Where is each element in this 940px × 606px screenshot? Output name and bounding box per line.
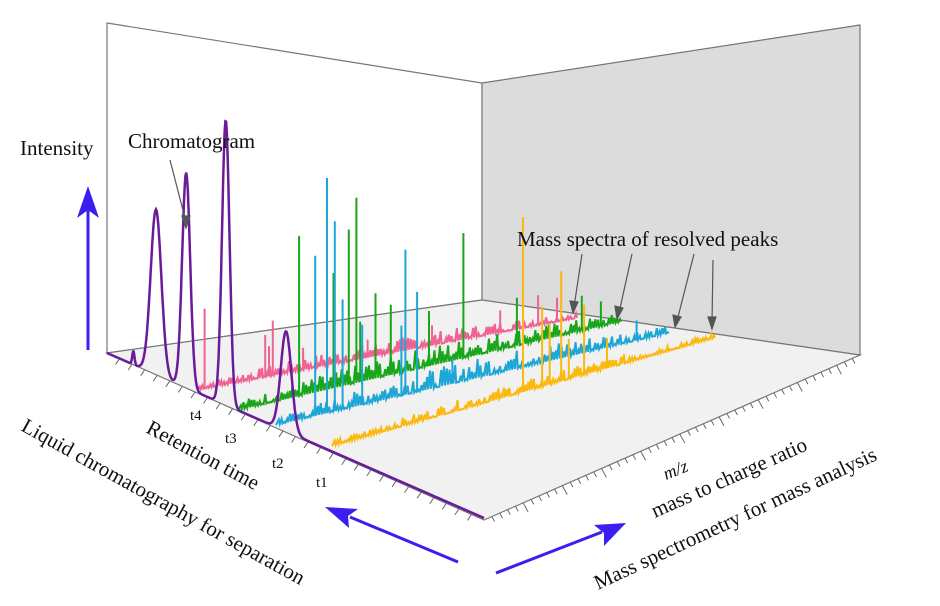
rt-tick-mark <box>429 497 435 505</box>
lc-direction-arrow <box>325 507 459 564</box>
rt-tick-mark <box>240 413 246 421</box>
mz-tick-mark <box>671 437 676 443</box>
mass-spectrum-t1 <box>331 217 716 449</box>
rt-tick-mark <box>379 475 384 482</box>
rt-tick-mark <box>341 458 347 466</box>
mz-tick-mark <box>757 399 764 409</box>
mz-tick-mark <box>710 420 715 426</box>
mz-axis-ticks <box>491 358 856 522</box>
mz-tick-mark <box>530 499 535 505</box>
mz-tick-mark <box>702 423 707 429</box>
mz-tick-mark <box>663 440 668 447</box>
mz-tick-mark <box>742 406 746 412</box>
retention-time-axis-ticks <box>115 358 472 521</box>
rt-tick-mark <box>391 480 397 488</box>
mz-tick-mark <box>491 516 496 522</box>
mz-tick-mark <box>687 430 691 436</box>
mz-tick-mark <box>718 416 725 427</box>
mz-tick-mark <box>812 375 817 381</box>
mz-tick-mark <box>499 512 503 519</box>
mz-tick-mark <box>655 444 660 450</box>
mz-tick-mark <box>507 509 511 515</box>
mass-spectrum-t3 <box>237 197 622 414</box>
rt-tick-mark <box>203 397 208 404</box>
mz-tick-mark <box>616 461 621 467</box>
mz-tick-mark <box>836 365 842 375</box>
time-tick-t3: t3 <box>225 431 237 447</box>
mz-tick-mark <box>514 506 519 512</box>
time-tick-t4: t4 <box>190 408 202 424</box>
mass-spectra-label: Mass spectra of resolved peaks <box>517 227 778 251</box>
rt-tick-mark <box>127 363 133 371</box>
mass-spectrum-t4 <box>196 295 578 393</box>
rt-tick-mark <box>291 436 296 443</box>
rt-tick-mark <box>215 402 221 410</box>
time-tick-t1: t1 <box>316 475 328 491</box>
mz-tick-mark <box>679 433 686 444</box>
mz-tick-mark <box>624 457 629 464</box>
mz-tick-mark <box>820 371 825 378</box>
rt-tick-mark <box>454 508 460 516</box>
mz-tick-mark <box>828 368 832 374</box>
mz-tick-mark <box>843 361 848 368</box>
mz-tick-mark <box>648 447 652 454</box>
mz-tick-mark <box>765 396 770 402</box>
chromatogram-trace <box>106 119 485 520</box>
mz-tick-mark <box>695 426 699 433</box>
mass-spectrum-t2 <box>275 178 670 428</box>
rt-tick-mark <box>416 491 422 499</box>
rt-tick-mark <box>140 369 146 376</box>
mz-tick-mark <box>773 392 778 399</box>
mz-tick-mark <box>781 389 785 395</box>
mz-tick-mark <box>546 492 550 498</box>
mz-tick-mark <box>632 454 637 460</box>
rt-tick-mark <box>228 408 234 415</box>
rt-tick-mark <box>467 514 472 521</box>
intensity-arrow <box>77 186 99 350</box>
rt-tick-mark <box>366 469 372 477</box>
ms-direction-arrow <box>495 523 626 575</box>
rt-tick-mark <box>278 430 284 438</box>
mz-tick-mark <box>851 358 856 364</box>
mz-tick-mark <box>522 502 529 513</box>
mz-tick-mark <box>577 478 582 484</box>
mz-tick-mark <box>538 495 543 502</box>
mz-tick-mark <box>561 485 568 495</box>
intensity-label: Intensity <box>20 136 94 160</box>
mz-tick-mark <box>796 382 803 392</box>
mz-tick-mark <box>749 402 754 409</box>
rt-tick-mark <box>404 486 410 493</box>
mz-tick-mark <box>569 481 574 488</box>
mz-label: m/z <box>660 456 691 484</box>
rt-tick-mark <box>441 503 447 510</box>
mz-tick-mark <box>585 475 590 481</box>
mz-tick-mark <box>554 488 558 495</box>
rt-tick-mark <box>253 419 259 427</box>
mz-tick-mark <box>789 385 793 392</box>
mz-tick-mark <box>640 451 647 461</box>
mz-tick-mark <box>726 413 731 419</box>
annotation-arrows <box>169 159 717 331</box>
chromatogram-label: Chromatogram <box>128 129 255 153</box>
mz-tick-mark <box>601 468 607 478</box>
rt-tick-mark <box>328 452 334 460</box>
rt-tick-mark <box>165 380 171 388</box>
rt-tick-mark <box>152 374 158 382</box>
mz-tick-mark <box>608 464 613 471</box>
rt-tick-mark <box>316 447 322 454</box>
rt-tick-mark <box>303 441 309 449</box>
rt-tick-mark <box>177 386 183 393</box>
rt-tick-mark <box>265 425 271 432</box>
rt-tick-mark <box>190 391 196 399</box>
mz-tick-mark <box>593 471 597 478</box>
mz-tick-mark <box>734 409 738 416</box>
rt-tick-mark <box>353 464 359 471</box>
mz-tick-mark <box>804 378 809 385</box>
retention-time-label: Retention time <box>143 415 264 495</box>
time-tick-t2: t2 <box>272 456 284 472</box>
